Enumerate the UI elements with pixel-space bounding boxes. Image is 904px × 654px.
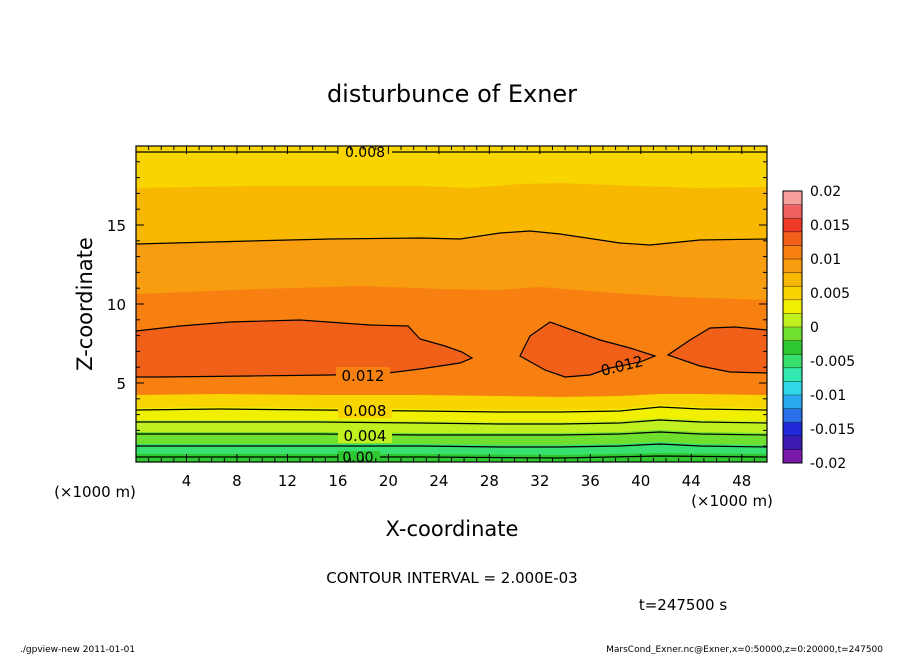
contour-0.012-left	[136, 319, 474, 378]
colorbar-swatch	[783, 191, 802, 206]
colorbar-tick-label: 0.005	[810, 286, 850, 302]
colorbar-swatch	[783, 327, 802, 342]
contour-0.004	[136, 431, 767, 436]
contour-0.012-mid	[519, 321, 657, 378]
contour-0.000	[136, 455, 767, 459]
colorbar-swatch	[783, 449, 802, 464]
time-stamp: t=247500 s	[639, 596, 727, 614]
colorbar-swatch	[783, 395, 802, 410]
colorbar-swatch	[783, 408, 802, 423]
x-axis-label: X-coordinate	[386, 517, 519, 541]
colorbar-tick-label: 0	[810, 320, 819, 336]
colorbar-tick-label: 0.01	[810, 252, 841, 268]
colorbar-swatch	[783, 435, 802, 450]
colorbar-swatch	[783, 422, 802, 437]
footer-left: ./gpview-new 2011-01-01	[20, 645, 135, 654]
contour-label: 0.004	[344, 427, 387, 445]
contour-0.012-right	[666, 326, 767, 374]
colorbar-swatch	[783, 313, 802, 328]
x-tick-label: 28	[480, 472, 499, 490]
y-tick-label: 10	[107, 296, 126, 314]
colorbar-swatch	[783, 367, 802, 382]
colorbar-swatch	[783, 231, 802, 246]
x-tick-label: 32	[530, 472, 549, 490]
colorbar-swatch	[783, 272, 802, 287]
fill-level-0.013-left	[136, 320, 472, 377]
x-axis-left-unit: (×1000 m)	[54, 483, 136, 501]
contour-lines	[136, 151, 767, 459]
x-tick-label: 44	[682, 472, 701, 490]
x-tick-label: 20	[379, 472, 398, 490]
colorbar-swatch	[783, 218, 802, 233]
x-tick-label: 48	[732, 472, 751, 490]
x-tick-label: 8	[232, 472, 242, 490]
colorbar-swatch	[783, 204, 802, 219]
colorbar-tick-label: 0.015	[810, 218, 850, 234]
footer-right: MarsCond_Exner.nc@Exner,x=0:50000,z=0:20…	[606, 645, 883, 654]
contour-label: 0.012	[342, 367, 385, 385]
contour-0.002	[136, 443, 767, 448]
x-tick-label: 4	[182, 472, 192, 490]
colorbar-swatch	[783, 299, 802, 314]
y-tick-label: 5	[116, 375, 126, 393]
colorbar-tick-label: 0.02	[810, 184, 841, 200]
contour-label: 0.008	[345, 145, 385, 161]
colorbar-swatch	[783, 259, 802, 274]
colorbar-tick-label: -0.015	[810, 422, 855, 438]
x-tick-label: 12	[278, 472, 297, 490]
colorbar-swatch	[783, 340, 802, 355]
colorbar-tick-label: -0.01	[810, 388, 846, 404]
contour-label: 0.008	[344, 402, 387, 420]
x-tick-label: 24	[429, 472, 448, 490]
colorbar-swatch	[783, 354, 802, 369]
colorbar-tick-label: -0.02	[810, 456, 846, 472]
chart-title: disturbunce of Exner	[327, 80, 577, 108]
colorbar-swatch	[783, 245, 802, 260]
contour-0.010	[136, 230, 767, 246]
y-tick-label: 15	[107, 217, 126, 235]
x-tick-label: 36	[581, 472, 600, 490]
contour-interval-note: CONTOUR INTERVAL = 2.000E-03	[326, 569, 577, 587]
contour-0.006	[136, 419, 767, 425]
x-tick-label: 40	[631, 472, 650, 490]
x-axis-right-unit: (×1000 m)	[691, 492, 773, 510]
contour-label: 0.00	[342, 450, 373, 466]
x-tick-label: 16	[328, 472, 347, 490]
plot-area: 0.008 0.012 0.012 0.008 0.004 0.00	[136, 145, 767, 466]
y-axis-label: Z-coordinate	[73, 237, 97, 371]
colorbar-tick-label: -0.005	[810, 354, 855, 370]
contour-0.008-low	[136, 406, 767, 413]
colorbar	[783, 191, 802, 464]
fill-level-0.013-mid	[520, 322, 655, 377]
colorbar-swatch	[783, 286, 802, 301]
colorbar-swatch	[783, 381, 802, 396]
colorbar-ticks: 0.02 0.015 0.01 0.005 0 -0.005 -0.01 -0.015 -0.0…	[783, 184, 855, 472]
